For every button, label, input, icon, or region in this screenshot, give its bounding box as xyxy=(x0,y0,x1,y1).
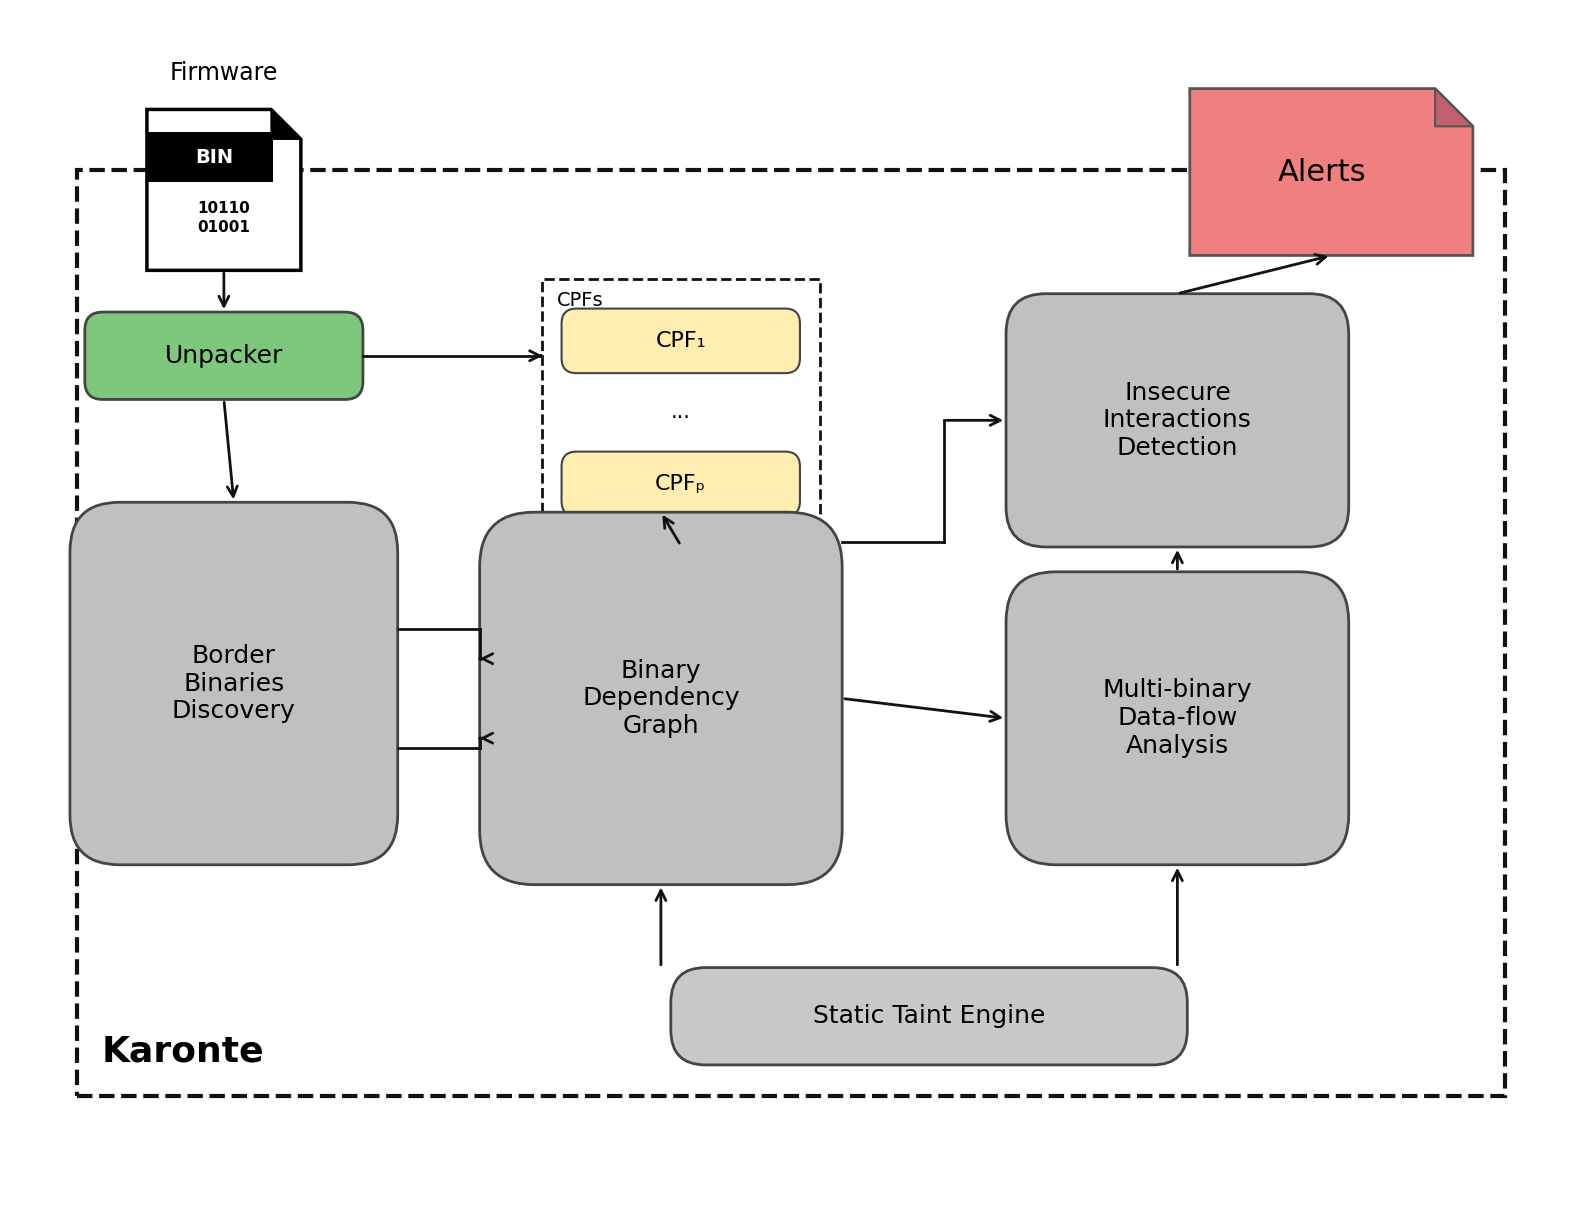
FancyBboxPatch shape xyxy=(70,503,398,865)
Text: Alerts: Alerts xyxy=(1278,157,1366,187)
Text: BIN: BIN xyxy=(195,147,233,167)
FancyBboxPatch shape xyxy=(561,308,799,374)
FancyBboxPatch shape xyxy=(671,967,1188,1064)
FancyBboxPatch shape xyxy=(84,312,363,399)
FancyBboxPatch shape xyxy=(1006,294,1348,547)
Text: CPFₚ: CPFₚ xyxy=(655,474,706,494)
Text: CPF₁: CPF₁ xyxy=(655,331,706,350)
FancyBboxPatch shape xyxy=(1006,571,1348,865)
FancyBboxPatch shape xyxy=(561,451,799,516)
FancyBboxPatch shape xyxy=(479,512,842,885)
Polygon shape xyxy=(271,109,301,139)
Text: 10110
01001: 10110 01001 xyxy=(197,200,251,235)
Text: Binary
Dependency
Graph: Binary Dependency Graph xyxy=(582,659,739,739)
Polygon shape xyxy=(147,109,301,270)
Text: ...: ... xyxy=(671,402,691,423)
Polygon shape xyxy=(1435,88,1473,127)
Text: CPFs: CPFs xyxy=(557,291,603,310)
Polygon shape xyxy=(1190,88,1473,256)
Text: Firmware: Firmware xyxy=(170,60,278,85)
Text: Unpacker: Unpacker xyxy=(165,344,282,367)
Text: Insecure
Interactions
Detection: Insecure Interactions Detection xyxy=(1102,381,1251,460)
Text: Border
Binaries
Discovery: Border Binaries Discovery xyxy=(171,644,295,724)
Text: Multi-binary
Data-flow
Analysis: Multi-binary Data-flow Analysis xyxy=(1102,678,1251,758)
Bar xyxy=(147,133,273,182)
Text: Karonte: Karonte xyxy=(102,1034,265,1068)
Text: Static Taint Engine: Static Taint Engine xyxy=(814,1004,1045,1029)
